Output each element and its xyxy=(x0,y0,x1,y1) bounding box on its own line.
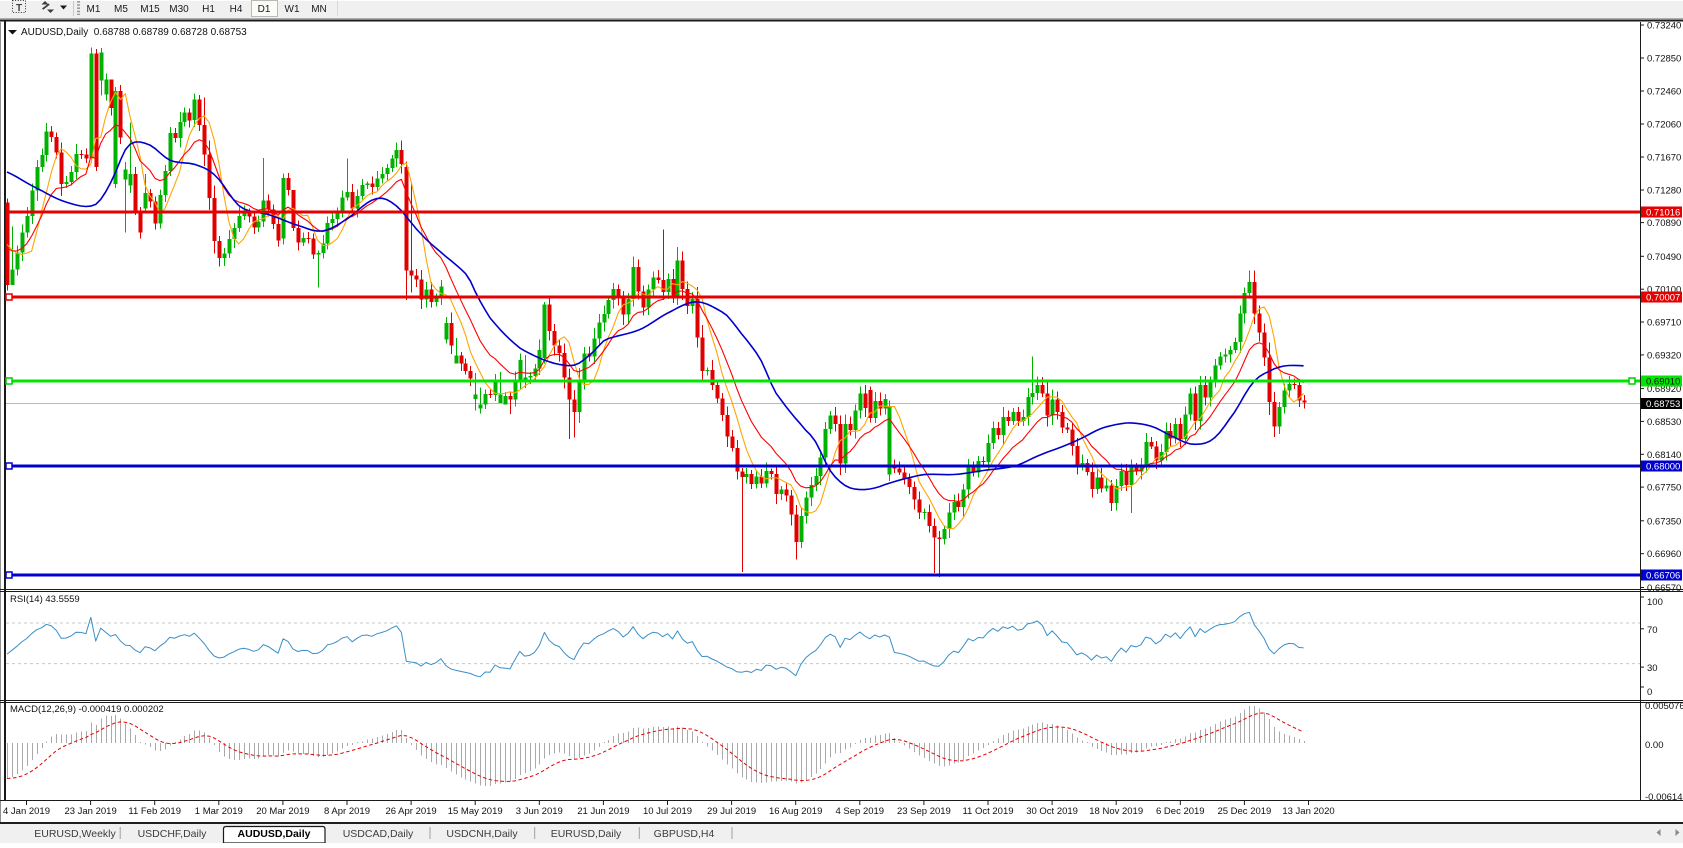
svg-text:AUDUSD,Daily: AUDUSD,Daily xyxy=(238,828,311,840)
svg-text:18 Nov 2019: 18 Nov 2019 xyxy=(1089,806,1143,817)
svg-text:26 Apr 2019: 26 Apr 2019 xyxy=(385,806,436,817)
svg-text:0.68920: 0.68920 xyxy=(1647,384,1681,395)
svg-text:0.69320: 0.69320 xyxy=(1647,350,1681,361)
svg-text:W1: W1 xyxy=(285,4,300,15)
svg-text:6 Dec 2019: 6 Dec 2019 xyxy=(1156,806,1205,817)
svg-text:0.70007: 0.70007 xyxy=(1646,293,1680,304)
svg-text:0.69710: 0.69710 xyxy=(1647,318,1681,329)
svg-text:0.67350: 0.67350 xyxy=(1647,516,1681,527)
svg-text:0.68000: 0.68000 xyxy=(1646,462,1680,473)
svg-text:-0.006148: -0.006148 xyxy=(1645,792,1683,803)
svg-text:MN: MN xyxy=(311,4,327,15)
svg-text:30 Oct 2019: 30 Oct 2019 xyxy=(1026,806,1078,817)
svg-text:0.00: 0.00 xyxy=(1645,740,1664,751)
svg-text:13 Jan 2020: 13 Jan 2020 xyxy=(1282,806,1334,817)
svg-text:0.66570: 0.66570 xyxy=(1647,583,1681,594)
svg-text:30: 30 xyxy=(1647,663,1658,674)
svg-text:M1: M1 xyxy=(87,4,101,15)
svg-text:0.67750: 0.67750 xyxy=(1647,483,1681,494)
svg-text:11 Feb 2019: 11 Feb 2019 xyxy=(128,806,181,817)
svg-text:AUDUSD,Daily 0.68788 0.68789: AUDUSD,Daily 0.68788 0.68789 0.68728 0.6… xyxy=(21,27,247,38)
svg-text:M30: M30 xyxy=(169,4,189,15)
svg-text:M5: M5 xyxy=(114,4,128,15)
svg-text:0.70490: 0.70490 xyxy=(1647,252,1681,263)
svg-text:20 Mar 2019: 20 Mar 2019 xyxy=(256,806,309,817)
svg-text:D1: D1 xyxy=(258,4,271,15)
svg-text:100: 100 xyxy=(1647,597,1663,608)
svg-text:11 Oct 2019: 11 Oct 2019 xyxy=(962,806,1013,817)
svg-text:GBPUSD,H4: GBPUSD,H4 xyxy=(654,828,715,840)
svg-text:70: 70 xyxy=(1647,625,1658,636)
svg-text:0.68140: 0.68140 xyxy=(1647,450,1681,461)
svg-text:0.68753: 0.68753 xyxy=(1646,399,1680,410)
svg-text:0.70890: 0.70890 xyxy=(1647,218,1681,229)
svg-text:0.66706: 0.66706 xyxy=(1646,571,1680,582)
svg-text:0.72850: 0.72850 xyxy=(1647,54,1681,65)
svg-text:0.73240: 0.73240 xyxy=(1647,21,1681,32)
svg-text:23 Sep 2019: 23 Sep 2019 xyxy=(897,806,951,817)
svg-text:USDCNH,Daily: USDCNH,Daily xyxy=(446,828,518,840)
svg-text:8 Apr 2019: 8 Apr 2019 xyxy=(324,806,370,817)
svg-text:23 Jan 2019: 23 Jan 2019 xyxy=(64,806,116,817)
svg-text:0.68530: 0.68530 xyxy=(1647,417,1681,428)
svg-text:1 Mar 2019: 1 Mar 2019 xyxy=(195,806,243,817)
svg-text:29 Jul 2019: 29 Jul 2019 xyxy=(707,806,756,817)
svg-text:H1: H1 xyxy=(202,4,215,15)
svg-text:0.72460: 0.72460 xyxy=(1647,87,1681,98)
svg-text:USDCAD,Daily: USDCAD,Daily xyxy=(343,828,414,840)
svg-text:USDCHF,Daily: USDCHF,Daily xyxy=(138,828,208,840)
svg-text:0.72060: 0.72060 xyxy=(1647,120,1681,131)
svg-text:21 Jun 2019: 21 Jun 2019 xyxy=(577,806,629,817)
svg-text:RSI(14) 43.5559: RSI(14) 43.5559 xyxy=(10,594,80,605)
svg-text:3 Jun 2019: 3 Jun 2019 xyxy=(516,806,563,817)
svg-text:4 Jan 2019: 4 Jan 2019 xyxy=(3,806,50,817)
svg-text:M15: M15 xyxy=(140,4,160,15)
svg-text:4 Sep 2019: 4 Sep 2019 xyxy=(835,806,884,817)
svg-text:16 Aug 2019: 16 Aug 2019 xyxy=(769,806,822,817)
svg-text:0.71670: 0.71670 xyxy=(1647,153,1681,164)
svg-text:0.71280: 0.71280 xyxy=(1647,186,1681,197)
svg-text:MACD(12,26,9) -0.000419 0.0002: MACD(12,26,9) -0.000419 0.000202 xyxy=(10,704,164,715)
svg-text:0.005076: 0.005076 xyxy=(1645,701,1683,712)
svg-text:T: T xyxy=(16,3,22,14)
svg-text:15 May 2019: 15 May 2019 xyxy=(448,806,503,817)
svg-text:0: 0 xyxy=(1647,687,1652,698)
svg-text:EURUSD,Weekly: EURUSD,Weekly xyxy=(34,828,116,840)
svg-text:0.69010: 0.69010 xyxy=(1646,377,1680,388)
svg-text:10 Jul 2019: 10 Jul 2019 xyxy=(643,806,692,817)
svg-text:0.71016: 0.71016 xyxy=(1646,208,1680,219)
svg-text:H4: H4 xyxy=(230,4,243,15)
svg-text:0.70100: 0.70100 xyxy=(1647,285,1681,296)
svg-text:25 Dec 2019: 25 Dec 2019 xyxy=(1217,806,1271,817)
svg-text:0.66960: 0.66960 xyxy=(1647,549,1681,560)
svg-text:EURUSD,Daily: EURUSD,Daily xyxy=(551,828,622,840)
